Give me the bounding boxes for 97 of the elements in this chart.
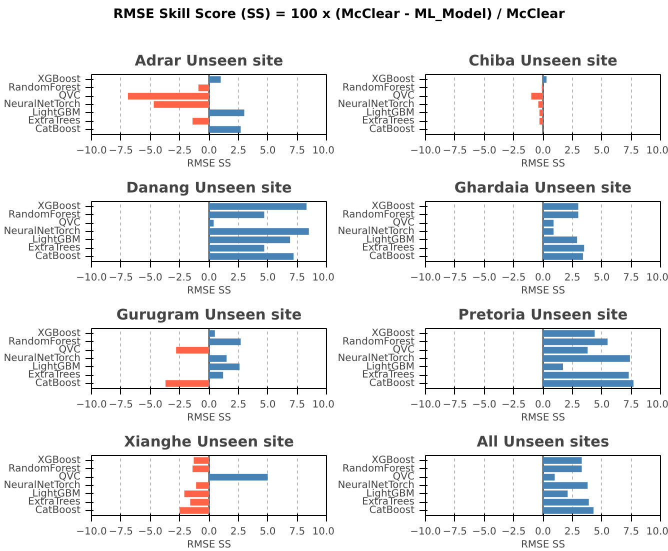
x-tick-label: 0.0 — [201, 400, 217, 410]
x-tick-label: −2.5 — [501, 526, 526, 538]
x-tick-label: −10.0 — [76, 526, 107, 538]
chart-title: Ghardaia Unseen site — [454, 180, 632, 196]
x-tick-label: 10.0 — [646, 146, 668, 156]
x-tick-label: −5.0 — [472, 272, 496, 284]
x-tick-label: 5.0 — [594, 272, 610, 284]
x-tick-label: 5.0 — [594, 146, 610, 156]
x-axis-title: RMSE SS — [186, 412, 232, 424]
x-tick-label: −5.0 — [138, 400, 162, 410]
chart-title: Chiba Unseen site — [468, 52, 618, 70]
x-tick-label: 5.0 — [594, 526, 610, 538]
x-tick-label: 7.5 — [289, 272, 306, 284]
x-tick-label: −10.0 — [76, 400, 107, 410]
x-tick-label: −7.5 — [442, 526, 468, 538]
x-tick-label: 0.0 — [201, 146, 217, 156]
x-tick-label: 10.0 — [312, 146, 334, 156]
x-tick-label: 0.0 — [535, 526, 551, 538]
x-tick-label: −10.0 — [410, 146, 441, 156]
x-tick-label: 10.0 — [646, 526, 668, 538]
x-tick-label: −2.5 — [501, 272, 526, 284]
x-axis-title: RMSE SS — [186, 158, 232, 170]
x-tick-label: 10.0 — [312, 272, 334, 284]
y-tick-label: CatBoost — [369, 378, 415, 389]
x-tick-label: −7.5 — [108, 526, 134, 538]
x-tick-label: −2.5 — [167, 272, 192, 284]
x-tick-label: 5.0 — [260, 526, 276, 538]
x-tick-label: −2.5 — [167, 146, 192, 156]
x-tick-label: 7.5 — [623, 400, 640, 410]
x-axis-title: RMSE SS — [520, 412, 566, 424]
chart-title: Gurugram Unseen site — [116, 306, 302, 324]
chart-title: Danang Unseen site — [126, 180, 292, 196]
x-tick-label: 5.0 — [260, 146, 276, 156]
x-tick-label: 10.0 — [312, 400, 334, 410]
x-tick-label: 5.0 — [260, 400, 276, 410]
x-tick-label: −5.0 — [472, 400, 496, 410]
chart-title: Pretoria Unseen site — [458, 306, 628, 324]
y-tick-label: CatBoost — [369, 124, 415, 135]
x-tick-label: 5.0 — [260, 272, 276, 284]
y-tick-label: CatBoost — [35, 251, 81, 262]
x-tick-label: 7.5 — [623, 526, 640, 538]
x-tick-label: 2.5 — [564, 526, 580, 538]
x-axis-title: RMSE SS — [520, 158, 566, 170]
x-tick-label: −5.0 — [138, 272, 162, 284]
x-tick-label: 0.0 — [201, 272, 217, 284]
x-tick-label: 5.0 — [594, 400, 610, 410]
x-tick-label: 0.0 — [535, 272, 551, 284]
chart-title: All Unseen sites — [476, 434, 610, 450]
y-tick-label: CatBoost — [369, 505, 415, 516]
x-tick-label: −10.0 — [76, 146, 107, 156]
x-tick-label: 10.0 — [646, 400, 668, 410]
x-tick-label: 7.5 — [623, 146, 640, 156]
x-tick-label: 2.5 — [230, 272, 246, 284]
x-tick-label: 10.0 — [312, 526, 334, 538]
x-tick-label: −10.0 — [410, 272, 441, 284]
y-tick-label: CatBoost — [35, 505, 81, 516]
x-tick-label: −5.0 — [138, 146, 162, 156]
x-tick-label: −2.5 — [501, 146, 526, 156]
x-tick-label: 7.5 — [289, 400, 306, 410]
x-tick-label: 2.5 — [564, 272, 580, 284]
x-axis-title: RMSE SS — [520, 540, 566, 550]
chart-title: Adrar Unseen site — [134, 52, 284, 70]
x-tick-label: −10.0 — [410, 526, 441, 538]
x-tick-label: 7.5 — [289, 146, 306, 156]
x-tick-label: 10.0 — [646, 272, 668, 284]
x-tick-label: −5.0 — [472, 526, 496, 538]
x-tick-label: 2.5 — [230, 526, 246, 538]
x-axis-title: RMSE SS — [186, 540, 232, 550]
x-tick-label: 7.5 — [289, 526, 306, 538]
x-tick-label: 0.0 — [535, 146, 551, 156]
x-tick-label: −7.5 — [108, 272, 134, 284]
x-tick-label: −5.0 — [138, 526, 162, 538]
x-tick-label: 2.5 — [564, 146, 580, 156]
x-tick-label: 2.5 — [564, 400, 580, 410]
x-tick-label: −5.0 — [472, 146, 496, 156]
x-axis-title: RMSE SS — [520, 286, 566, 296]
x-tick-label: 2.5 — [230, 400, 246, 410]
x-tick-label: 0.0 — [535, 400, 551, 410]
x-tick-label: −10.0 — [76, 272, 107, 284]
x-tick-label: −2.5 — [167, 526, 192, 538]
x-tick-label: −2.5 — [167, 400, 192, 410]
x-tick-label: −10.0 — [410, 400, 441, 410]
x-tick-label: −2.5 — [501, 400, 526, 410]
x-tick-label: −7.5 — [442, 146, 468, 156]
x-tick-label: −7.5 — [442, 272, 468, 284]
x-tick-label: 0.0 — [201, 526, 217, 538]
y-tick-label: CatBoost — [35, 124, 81, 135]
x-axis-title: RMSE SS — [186, 286, 232, 296]
x-tick-label: −7.5 — [108, 146, 134, 156]
text: RMSE Skill Score (SS) = 100 x (McClear - ML_Model) / McClear — [113, 7, 565, 22]
x-tick-label: −7.5 — [108, 400, 134, 410]
x-tick-label: 2.5 — [230, 146, 246, 156]
x-tick-label: −7.5 — [442, 400, 468, 410]
x-tick-label: 7.5 — [623, 272, 640, 284]
y-tick-label: CatBoost — [35, 378, 81, 389]
chart-title: Xianghe Unseen site — [124, 434, 294, 450]
y-tick-label: CatBoost — [369, 251, 415, 262]
